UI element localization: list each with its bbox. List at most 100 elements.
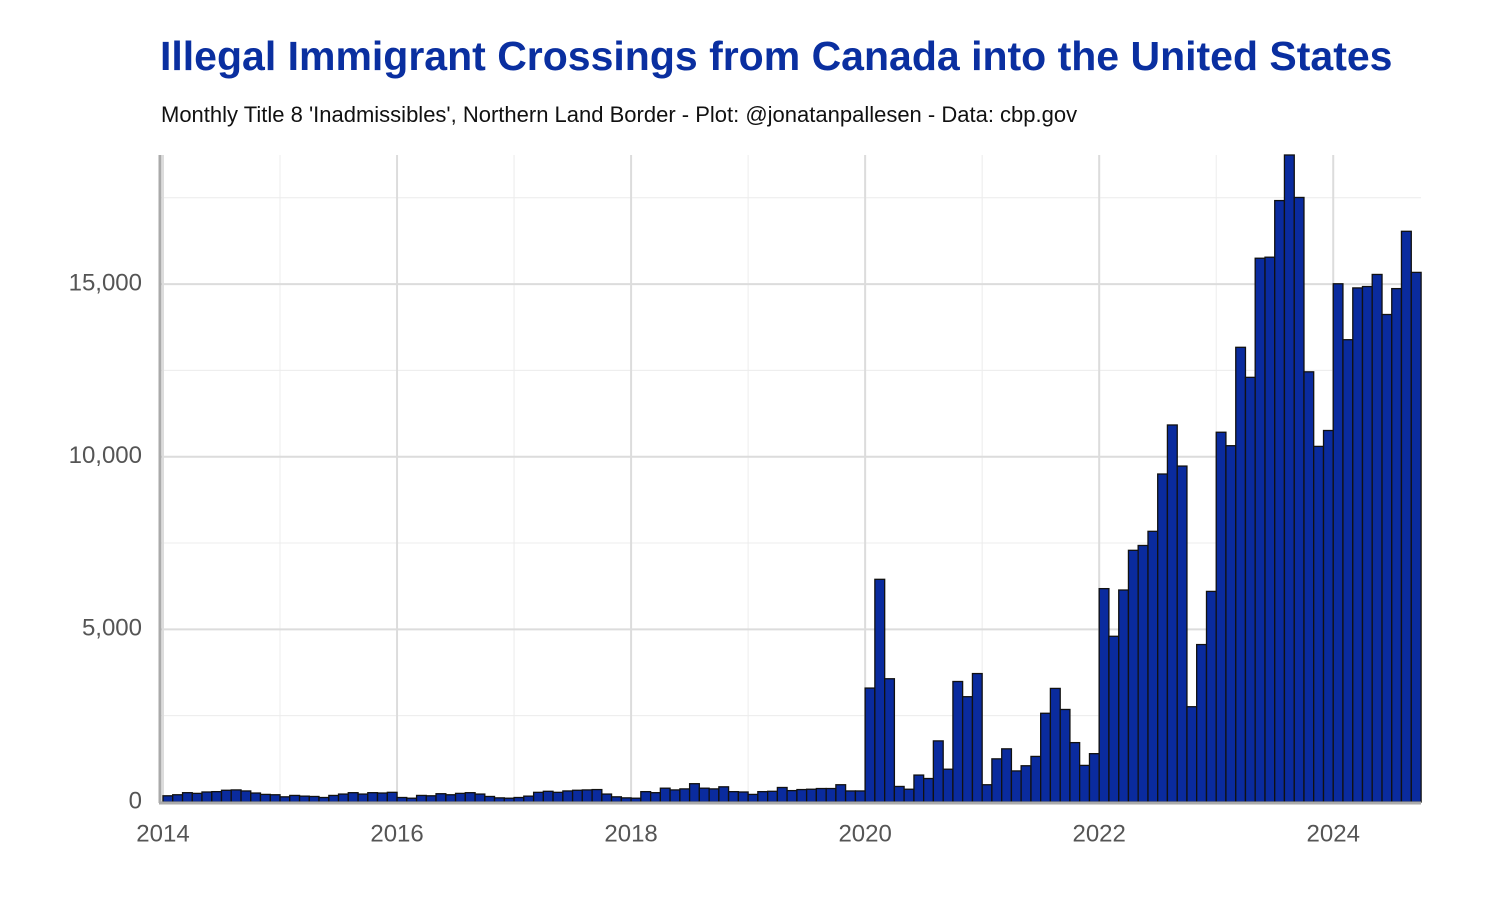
bar	[1381, 313, 1393, 803]
bar	[415, 794, 427, 803]
bar	[425, 795, 437, 803]
bar	[961, 696, 974, 803]
bar	[884, 678, 896, 803]
x-tick-label: 2024	[1307, 820, 1360, 847]
bar	[367, 792, 379, 803]
bar	[1264, 256, 1276, 803]
bar	[181, 792, 193, 803]
chart-subtitle: Monthly Title 8 'Inadmissibles', Norther…	[161, 102, 1077, 127]
bar	[932, 740, 944, 803]
bar	[191, 792, 203, 803]
bar	[1001, 748, 1013, 803]
bar	[406, 797, 418, 803]
bar	[1030, 755, 1042, 803]
bar	[825, 787, 837, 803]
bar	[1410, 271, 1422, 803]
bar	[1303, 371, 1315, 803]
bar	[464, 792, 476, 803]
bar	[1274, 199, 1286, 803]
bar	[1127, 549, 1139, 803]
bar	[669, 789, 681, 803]
bar	[1342, 339, 1354, 803]
bar	[1235, 346, 1247, 803]
bar	[240, 790, 252, 803]
bar	[1078, 764, 1091, 803]
bar	[513, 796, 525, 803]
y-tick-label: 10,000	[69, 442, 142, 469]
bar	[298, 795, 310, 803]
bar	[503, 797, 515, 803]
bar	[386, 791, 398, 803]
bar	[1244, 376, 1256, 803]
bar	[1186, 706, 1198, 803]
bar	[1371, 273, 1383, 803]
bar	[1020, 765, 1032, 803]
x-tick-label: 2020	[838, 820, 891, 847]
bar	[1205, 590, 1217, 803]
bar	[835, 784, 847, 803]
bar	[923, 777, 935, 803]
bar	[1391, 287, 1403, 803]
bar	[1293, 196, 1305, 803]
bar	[445, 794, 457, 803]
bar	[259, 793, 271, 803]
bar	[903, 788, 915, 803]
bar	[1088, 753, 1100, 803]
bar	[737, 791, 749, 803]
bar	[630, 797, 642, 803]
bar	[523, 795, 535, 803]
bar	[1215, 431, 1227, 803]
y-tick-label: 15,000	[69, 269, 142, 296]
bar	[1283, 154, 1295, 803]
bar	[767, 790, 779, 803]
bar	[864, 687, 876, 803]
y-tick-label: 5,000	[82, 615, 142, 642]
bar	[289, 794, 301, 803]
bar	[211, 790, 223, 803]
chart-title: Illegal Immigrant Crossings from Canada …	[160, 33, 1392, 79]
bar	[1332, 283, 1344, 803]
bar	[844, 790, 857, 803]
bar	[454, 792, 466, 803]
bar	[308, 795, 320, 803]
x-tick-label: 2016	[370, 820, 423, 847]
bar	[279, 796, 291, 803]
bar	[659, 787, 671, 803]
bar	[230, 789, 242, 803]
bar	[484, 795, 496, 803]
bar	[913, 774, 925, 803]
bar	[396, 796, 408, 803]
bar	[708, 788, 720, 803]
bar	[1049, 687, 1061, 803]
bar	[591, 788, 603, 803]
bar	[1196, 643, 1208, 803]
bar	[532, 791, 544, 803]
bar	[474, 793, 486, 803]
x-tick-label: 2014	[136, 820, 189, 847]
bar	[757, 790, 769, 803]
bar	[337, 793, 349, 803]
bar	[581, 789, 593, 803]
bar	[552, 791, 564, 803]
bar	[562, 790, 574, 803]
bar	[571, 789, 583, 803]
bar	[1254, 257, 1266, 803]
bar	[1225, 445, 1237, 803]
bar	[1137, 544, 1149, 803]
bar	[854, 790, 866, 803]
x-tick-label: 2018	[604, 820, 657, 847]
bar	[640, 790, 652, 803]
bar	[1108, 635, 1120, 803]
x-tick-label: 2022	[1072, 820, 1125, 847]
bar	[942, 768, 954, 803]
bar	[1118, 589, 1130, 803]
bar	[688, 783, 700, 803]
bar	[805, 788, 817, 803]
bar	[718, 786, 730, 803]
bar	[815, 787, 827, 803]
bar	[981, 784, 993, 803]
bar	[796, 788, 808, 803]
bar	[893, 785, 905, 803]
y-tick-label: 0	[129, 787, 142, 814]
bar	[1322, 429, 1334, 803]
